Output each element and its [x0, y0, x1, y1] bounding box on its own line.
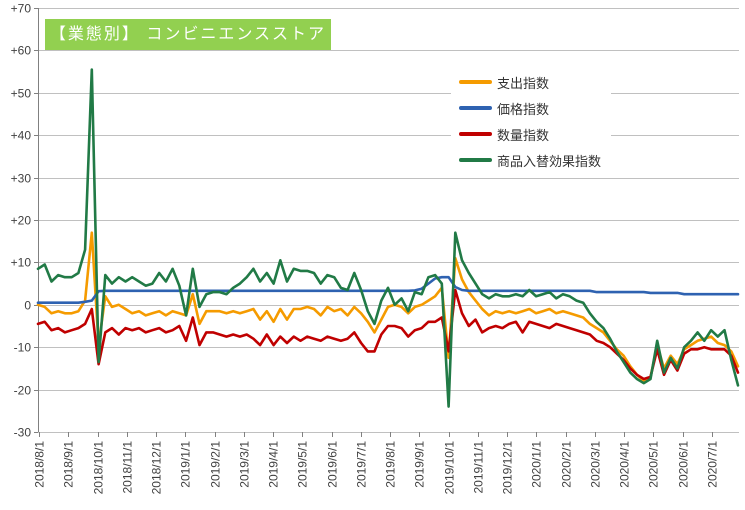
chart-title: 【業態別】 コンビニエンスストア [49, 26, 327, 43]
svg-text:2020/6/1: 2020/6/1 [677, 441, 691, 488]
svg-text:2018/8/1: 2018/8/1 [33, 441, 47, 488]
legend-item-price-index: 価格指数 [459, 95, 601, 121]
svg-text:-10: -10 [14, 341, 32, 355]
legend-swatch-quantity [459, 132, 492, 136]
svg-text:+40: +40 [11, 129, 32, 143]
svg-text:2020/4/1: 2020/4/1 [618, 441, 632, 488]
legend-swatch-product-replacement [459, 158, 492, 162]
legend-label: 商品入替効果指数 [497, 153, 602, 169]
legend-label: 支出指数 [497, 75, 550, 91]
svg-text:+30: +30 [11, 172, 32, 186]
svg-text:2019/9/1: 2019/9/1 [413, 441, 427, 488]
svg-text:2019/12/1: 2019/12/1 [501, 441, 515, 495]
svg-text:2019/7/1: 2019/7/1 [355, 441, 369, 488]
legend-item-product-replacement-index: 商品入替効果指数 [459, 147, 601, 173]
svg-text:2019/5/1: 2019/5/1 [296, 441, 310, 488]
legend-label: 価格指数 [497, 101, 550, 117]
svg-text:2020/7/1: 2020/7/1 [706, 441, 720, 488]
svg-text:+60: +60 [11, 44, 32, 58]
svg-text:2020/2/1: 2020/2/1 [560, 441, 574, 488]
svg-text:2018/12/1: 2018/12/1 [150, 441, 164, 495]
svg-text:-30: -30 [14, 426, 32, 440]
legend-swatch-price [459, 106, 492, 110]
svg-text:2019/11/1: 2019/11/1 [472, 441, 486, 494]
svg-text:+20: +20 [11, 214, 32, 228]
legend-swatch-expenditure [459, 80, 492, 84]
svg-text:2020/1/1: 2020/1/1 [530, 441, 544, 488]
svg-text:2018/11/1: 2018/11/1 [121, 441, 135, 494]
chart-legend: 支出指数 価格指数 数量指数 商品入替効果指数 [451, 64, 612, 178]
svg-text:2019/10/1: 2019/10/1 [443, 441, 457, 495]
svg-text:2020/5/1: 2020/5/1 [647, 441, 661, 488]
svg-text:2019/3/1: 2019/3/1 [238, 441, 252, 488]
svg-text:0: 0 [24, 299, 31, 313]
svg-text:2019/4/1: 2019/4/1 [267, 441, 281, 488]
svg-text:2018/10/1: 2018/10/1 [92, 441, 106, 495]
svg-text:2020/3/1: 2020/3/1 [589, 441, 603, 488]
svg-text:2019/2/1: 2019/2/1 [209, 441, 223, 488]
svg-text:+70: +70 [11, 2, 32, 16]
svg-text:2019/6/1: 2019/6/1 [326, 441, 340, 488]
chart-title-box: 【業態別】 コンビニエンスストア [45, 19, 331, 50]
svg-text:2019/8/1: 2019/8/1 [384, 441, 398, 488]
svg-text:+10: +10 [11, 256, 32, 270]
svg-text:2019/1/1: 2019/1/1 [179, 441, 193, 488]
svg-text:-20: -20 [14, 384, 32, 398]
svg-text:2018/9/1: 2018/9/1 [62, 441, 76, 488]
legend-item-quantity-index: 数量指数 [459, 121, 601, 147]
legend-label: 数量指数 [497, 127, 550, 143]
svg-text:+50: +50 [11, 87, 32, 101]
legend-item-expenditure-index: 支出指数 [459, 69, 601, 95]
